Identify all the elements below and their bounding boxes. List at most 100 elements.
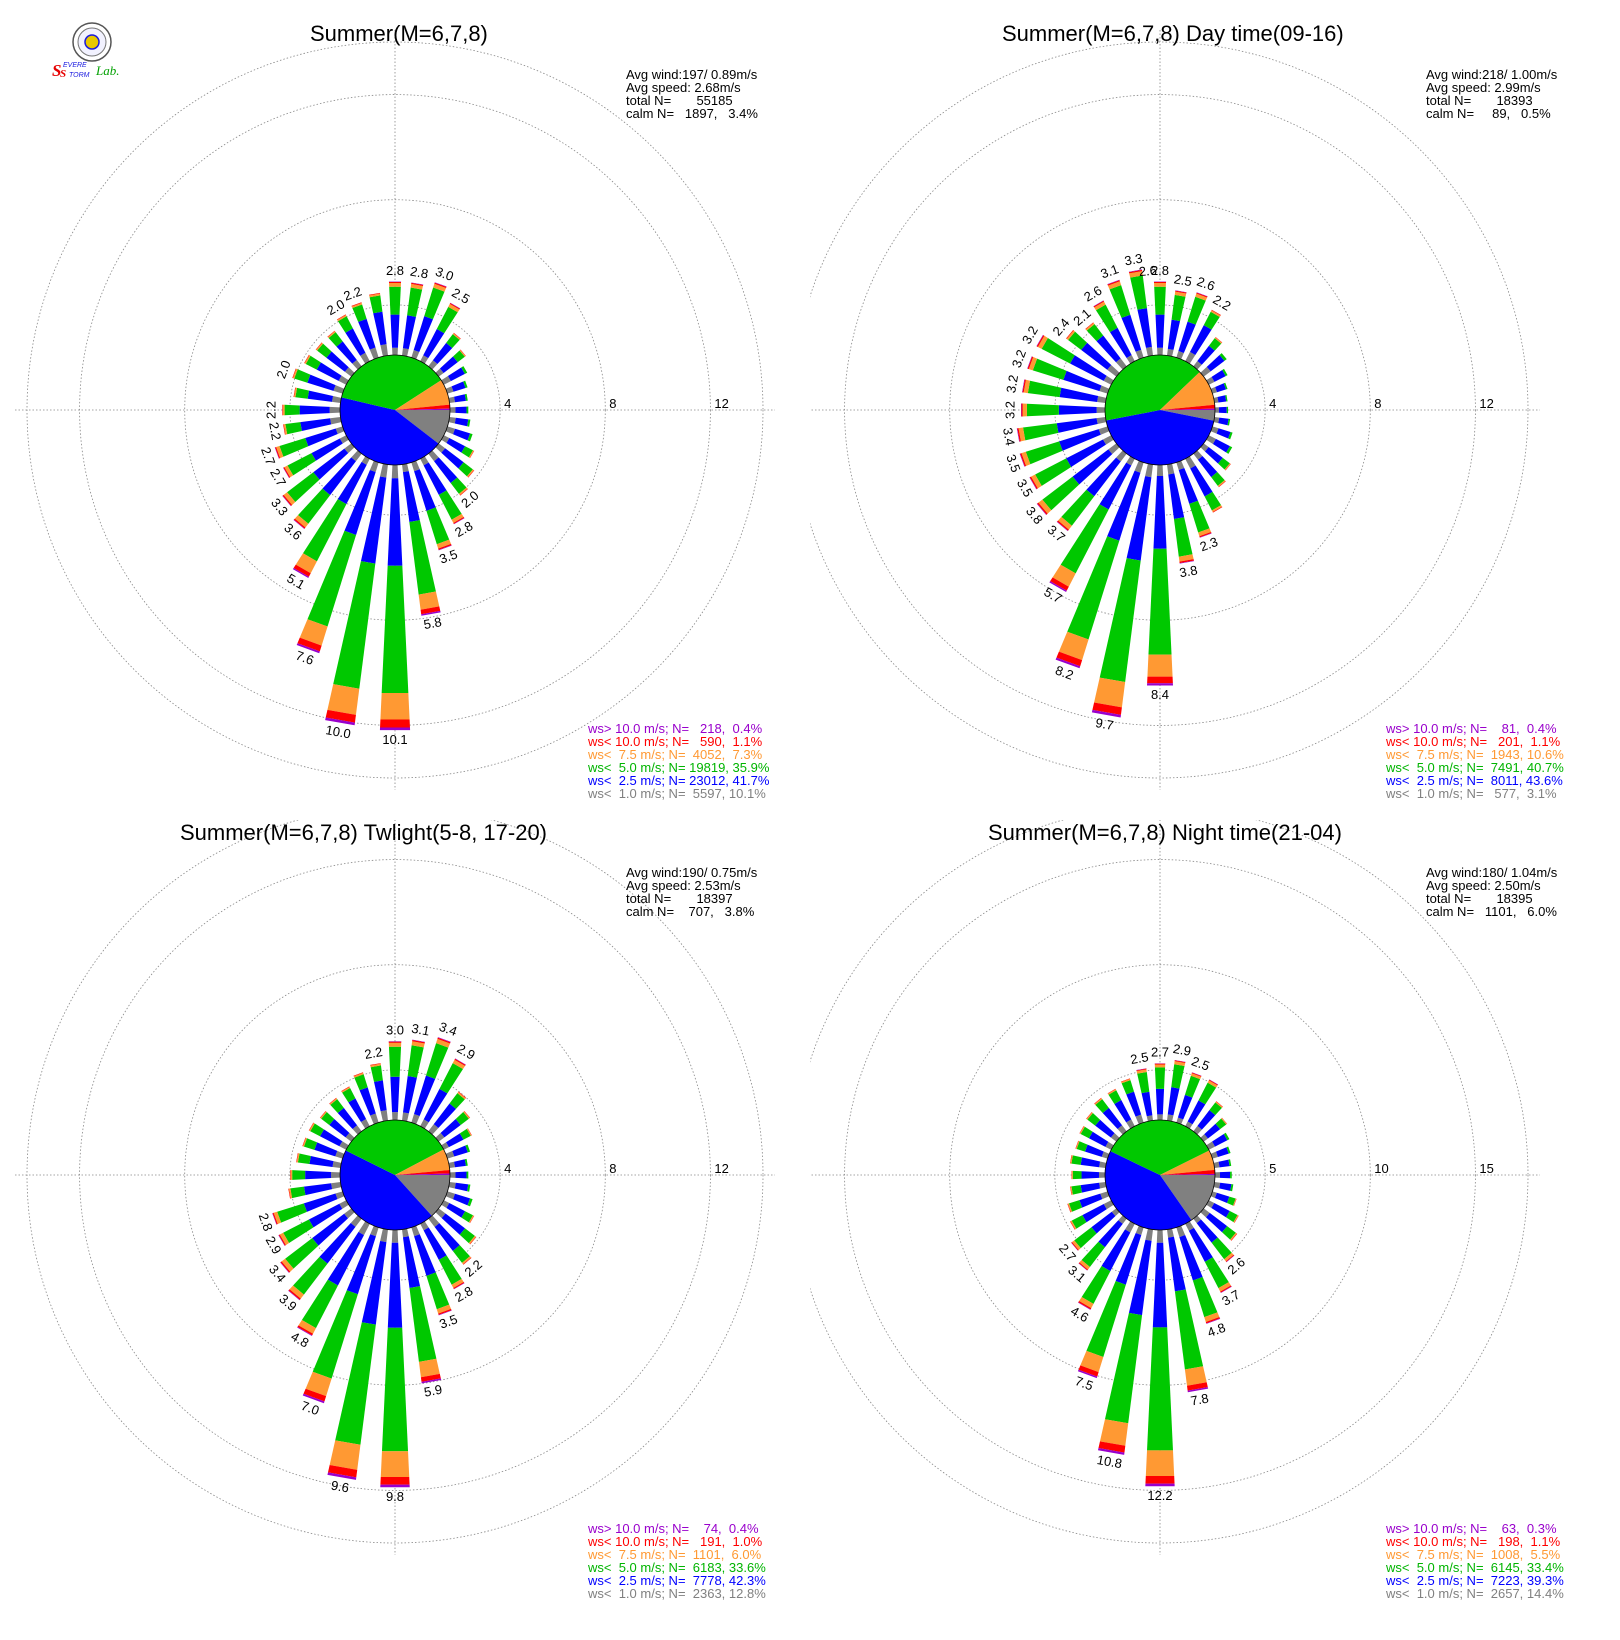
rose-bar-segment	[402, 1236, 421, 1289]
rose-bar-segment	[1199, 532, 1212, 538]
pie-outline	[1104, 1119, 1216, 1231]
total-n-text: total N= 55185	[626, 93, 733, 108]
rose-bar-segment	[276, 445, 284, 459]
rose-bar-segment	[302, 1137, 306, 1147]
rose-bar-segment	[379, 727, 411, 731]
rose-bar-segment	[278, 1234, 286, 1246]
rose-bar-segment	[325, 717, 355, 726]
rose-bar-segment	[361, 1240, 387, 1325]
rose-bar-segment	[448, 396, 456, 404]
wind-rose-chart-all: 4 8 122.8 2.8 3.02.52.02.83.55.810.110.07.65…	[15, 30, 775, 790]
rose-bar-segment	[336, 314, 346, 320]
rose-bar-segment	[358, 318, 376, 350]
rose-bar-segment	[387, 478, 403, 566]
rose-bar-segment	[1116, 450, 1127, 462]
bar-value-label: 3.5	[437, 1311, 459, 1331]
rose-bar-segment	[1056, 651, 1083, 667]
rose-bar-segment	[380, 1228, 389, 1243]
rose-bar-segment	[1157, 1114, 1163, 1121]
rose-bar-segment	[1213, 397, 1219, 404]
rose-bar-segment	[1220, 1286, 1232, 1294]
rose-bar-segment	[1230, 1184, 1234, 1192]
rose-bar-segment	[1196, 1219, 1218, 1243]
legend-lt5: ws< 5.0 m/s; N= 6183, 33.6%	[588, 1560, 766, 1575]
svg-text:S: S	[60, 68, 66, 80]
rose-bar-segment	[278, 1235, 285, 1246]
rose-bar-segment	[1226, 406, 1229, 414]
rose-bar-segment	[1049, 581, 1067, 593]
rose-bar-segment	[353, 1072, 364, 1077]
rose-bar-segment	[1105, 1141, 1114, 1150]
rose-bar-segment	[370, 1065, 383, 1082]
rose-bar-segment	[333, 561, 376, 689]
pie-slice	[340, 397, 439, 465]
rose-bar-segment	[1152, 1242, 1168, 1328]
rose-bar-segment	[1189, 325, 1212, 355]
rose-bar-segment	[1212, 1134, 1228, 1147]
rose-bar-segment	[1173, 517, 1193, 557]
rose-bar-segment	[1082, 1204, 1107, 1223]
rose-bar-segment	[1099, 385, 1110, 394]
legend-lt1: ws< 1.0 m/s; N= 577, 3.1%	[1386, 786, 1557, 801]
rose-bar-segment	[1126, 355, 1135, 364]
rose-bar-segment	[1088, 1131, 1109, 1147]
panel-title: Summer(M=6,7,8) Day time(09-16)	[1002, 21, 1344, 46]
ring-label: 12	[1479, 396, 1493, 411]
rose-bar-segment	[1097, 1447, 1125, 1455]
rose-bar-segment	[359, 1087, 376, 1116]
rose-bar-segment	[369, 460, 379, 473]
rose-bar-segment	[1135, 1225, 1144, 1236]
rose-bar-segment	[421, 610, 441, 616]
pie-slice	[1105, 354, 1200, 421]
rose-bar-segment	[448, 1181, 456, 1189]
rose-bar-segment	[441, 448, 464, 469]
rose-bar-segment	[1128, 1239, 1152, 1316]
rose-bar-segment	[460, 349, 466, 357]
rose-bar-segment	[313, 448, 349, 480]
rose-bar-segment	[1085, 1144, 1104, 1157]
pie-slice	[1160, 1175, 1215, 1221]
rose-bar-segment	[1156, 1229, 1164, 1243]
rose-bar-segment	[319, 1222, 356, 1264]
rose-bar-segment	[380, 344, 389, 357]
svg-text:TORM: TORM	[69, 72, 90, 79]
rose-bar-segment	[1070, 1220, 1077, 1230]
rose-bar-segment	[344, 1208, 355, 1219]
rose-bar-segment	[421, 1378, 442, 1384]
rose-bar-segment	[1174, 1060, 1186, 1064]
rose-bar-segment	[1175, 290, 1187, 293]
rose-bar-segment	[1098, 1220, 1123, 1248]
calm-n-text: calm N= 1101, 6.0%	[1426, 904, 1557, 919]
rose-bar-segment	[273, 1211, 282, 1225]
rose-bar-segment	[1080, 1350, 1104, 1373]
rose-bar-segment	[1029, 476, 1038, 490]
rose-bar-segment	[1196, 292, 1208, 297]
rose-bar-segment	[1213, 1181, 1221, 1189]
rose-bar-segment	[1099, 1181, 1107, 1189]
rose-bar-segment	[1214, 407, 1219, 413]
rose-bar-segment	[1210, 1151, 1218, 1159]
rose-bar-segment	[1207, 1080, 1218, 1088]
bar-value-label: 10.8	[1096, 1452, 1124, 1471]
wind-rose-panel-night: 5 10 15 2.7 2.9 2.5 2.5 2.6 3.7 4.8 7.8 12.2 10.8 7.5…	[810, 820, 1620, 1640]
rose-bar-segment	[1093, 300, 1104, 307]
rose-bar-segment	[1095, 304, 1118, 333]
ring-label: 12	[714, 396, 728, 411]
legend-lt10: ws< 10.0 m/s; N= 191, 1.0%	[588, 1534, 763, 1549]
rose-bar-segment	[1145, 1483, 1175, 1487]
rose-bar-segment	[330, 1099, 344, 1113]
rose-bar-segment	[418, 1358, 440, 1378]
rose-bar-segment	[297, 1326, 313, 1336]
rose-bar-segment	[295, 387, 310, 399]
pie-outline	[339, 1119, 451, 1231]
rose-bar-segment	[1154, 286, 1166, 315]
rose-bar-segment	[1098, 426, 1110, 435]
rose-bar-segment	[1225, 395, 1228, 402]
speed-legend: ws> 10.0 m/s; N= 74, 0.4% ws< 10.0 m/s; …	[588, 1522, 766, 1600]
rose-bar-segment	[298, 488, 331, 524]
rose-bar-segment	[1134, 460, 1144, 473]
wind-rose-chart-twilight: 4 8 123.0 3.1 3.42.92.22.83.55.99.89.67.04.8…	[15, 820, 775, 1555]
rose-bar-segment	[308, 1122, 314, 1131]
rose-bar-segment	[1074, 1227, 1097, 1249]
rose-bar-segment	[303, 1183, 333, 1196]
